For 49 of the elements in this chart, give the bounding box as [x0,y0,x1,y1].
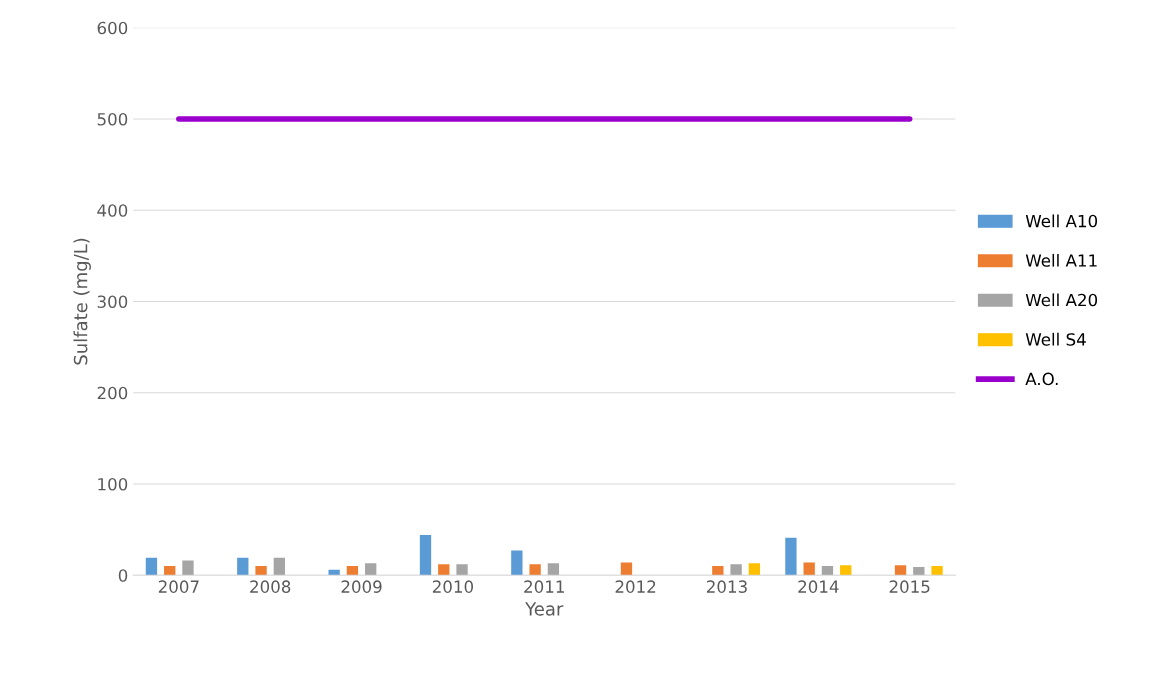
bar [255,566,267,576]
bar [547,563,560,576]
bar [419,535,432,576]
x-tick-label: 2010 [432,580,474,593]
bar [894,565,907,576]
bar [328,569,340,576]
legend-label: Well A10 [1025,214,1098,228]
y-tick-label: 600 [97,21,128,35]
bar [456,564,468,576]
x-tick-label: 2012 [615,580,656,593]
bar [785,537,797,576]
bar [346,566,359,576]
x-tick-label: 2011 [524,580,564,593]
bar [748,563,761,576]
x-tick-label: 2014 [798,580,839,593]
legend-label: A.O. [1025,372,1058,386]
legend-label: Well S4 [1025,332,1086,346]
bar [145,557,158,576]
bar [273,557,285,576]
x-tick-label: 2008 [250,580,291,593]
bar [182,560,194,576]
bar [164,566,176,576]
x-tick-label: 2007 [158,580,199,593]
bar [931,566,943,576]
y-tick-label: 0 [118,569,128,582]
bar [913,566,925,576]
y-tick-label: 300 [97,295,128,309]
bar [821,566,834,576]
bar [365,563,377,576]
x-tick-label: 2013 [706,580,747,593]
y-axis-title: Sulfate (mg/L) [73,238,91,365]
bar [840,565,852,576]
x-axis-title: Year [525,602,564,616]
bar [237,557,249,576]
y-tick-label: 400 [97,204,128,217]
bar [438,564,450,576]
x-tick-label: 2015 [889,580,930,593]
bar [730,564,742,576]
bar [620,562,633,576]
legend-label: Well A11 [1025,253,1097,267]
y-tick-label: 500 [97,112,128,126]
legend-label: Well A20 [1025,293,1098,307]
bar [803,562,815,576]
bar [529,564,541,576]
y-tick-label: 100 [98,477,128,491]
bar [712,566,724,576]
y-tick-label: 200 [97,386,128,400]
x-tick-label: 2009 [341,580,382,593]
bar [511,550,523,576]
